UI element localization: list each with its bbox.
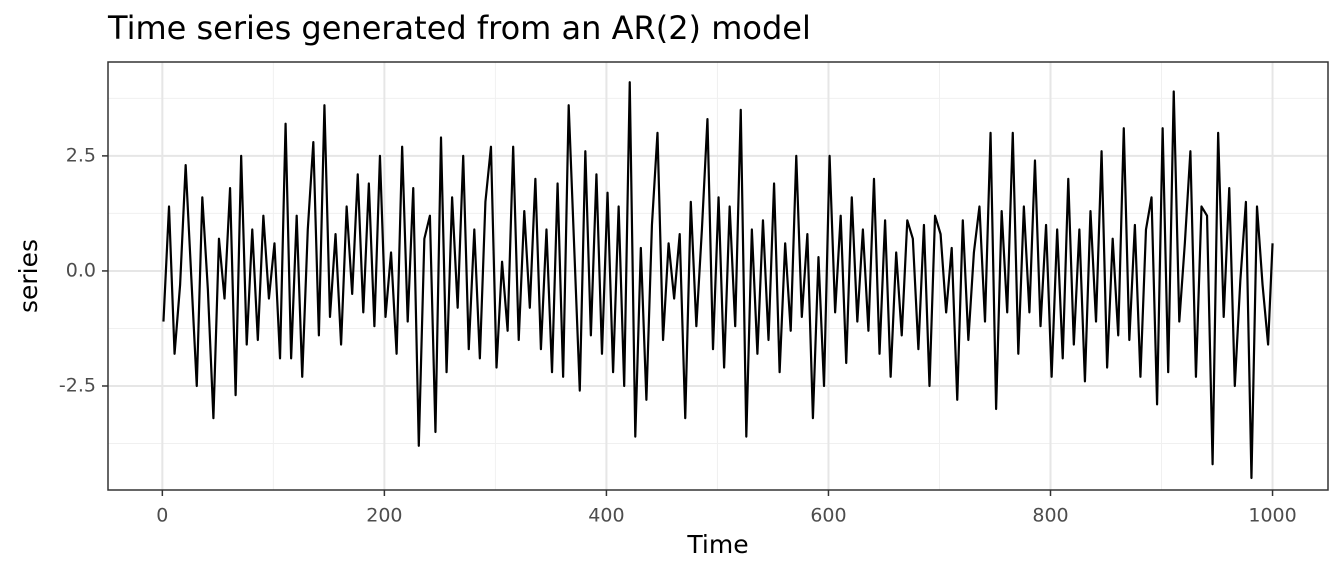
y-tick-label: -2.5 <box>59 374 96 396</box>
y-tick-label: 0.0 <box>66 259 96 281</box>
plot-border <box>107 61 1329 491</box>
x-tick-label: 600 <box>810 505 846 527</box>
x-tick-label: 0 <box>156 505 168 527</box>
chart-title: Time series generated from an AR(2) mode… <box>107 9 811 47</box>
x-tick-label: 1000 <box>1248 505 1296 527</box>
y-axis-label: series <box>14 239 43 313</box>
x-tick-label: 200 <box>366 505 402 527</box>
y-tick-label: 2.5 <box>66 144 96 166</box>
x-tick-label: 400 <box>588 505 624 527</box>
x-axis-label: Time <box>686 530 748 559</box>
series-line <box>162 81 1274 480</box>
x-tick-label: 800 <box>1032 505 1068 527</box>
